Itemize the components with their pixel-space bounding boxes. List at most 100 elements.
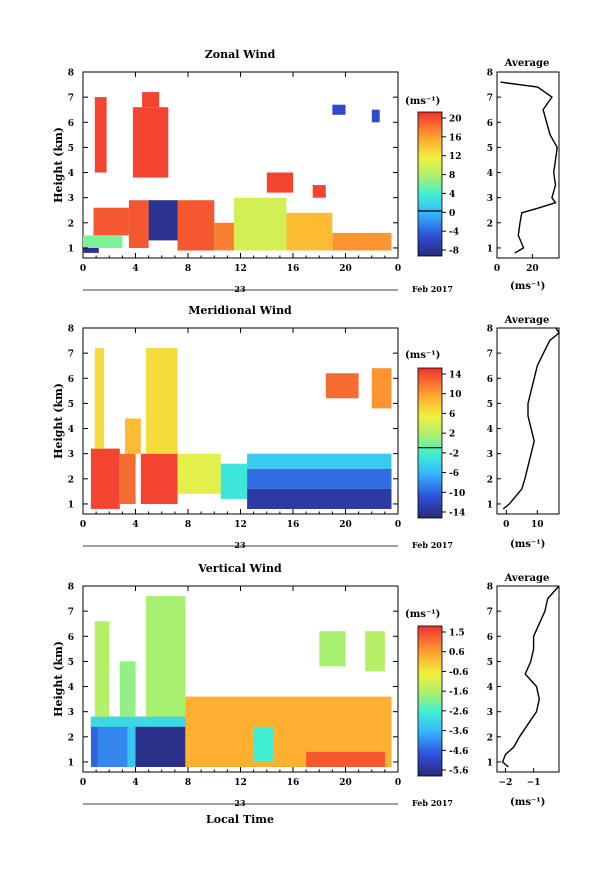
zonal-wind-ylabel: Height (km) [52, 127, 65, 203]
meridional-wind-avg-line [502, 327, 560, 510]
meridional-wind-colorbar-tick-label: -10 [449, 489, 465, 499]
vertical-wind-y-tick-label: 6 [68, 633, 74, 643]
zonal-wind-title: Zonal Wind [205, 48, 276, 61]
zonal-wind-y-tick-label: 7 [68, 94, 74, 104]
vertical-wind-x-tick-label: 0 [395, 778, 401, 788]
zonal-wind-y-tick-label: 2 [68, 219, 74, 229]
meridional-wind-avg-y-tick-label: 6 [487, 375, 493, 385]
zonal-wind-x-tick-label: 12 [234, 264, 247, 274]
meridional-wind-x-tick-label: 4 [132, 520, 138, 530]
zonal-wind-colorbar-tick-label: 12 [449, 152, 462, 162]
meridional-wind-cell [371, 368, 392, 409]
meridional-wind-y-tick-label: 4 [68, 425, 74, 435]
vertical-wind-colorbar-tick-label: -4.6 [449, 747, 468, 757]
zonal-wind-x-tick-label: 16 [287, 264, 300, 274]
meridional-wind-panel: Meridional Wind 0 4 8 12 16 20 0 1 12 23 34 45 56 67… [52, 304, 560, 550]
zonal-wind-colorbar-tick-label: 8 [449, 171, 455, 181]
meridional-wind-title: Meridional Wind [188, 304, 292, 317]
meridional-wind-colorbar-tick-label: 6 [449, 410, 455, 420]
zonal-wind-y-tick-label: 3 [68, 194, 74, 204]
zonal-wind-y-tick-label: 1 [68, 244, 74, 254]
vertical-wind-cell [306, 751, 385, 767]
zonal-wind-y-axis: 1 12 23 34 45 56 67 78 8 [68, 69, 501, 254]
zonal-wind-cell [142, 92, 160, 108]
zonal-wind-cell [233, 197, 287, 251]
vertical-wind-x-tick-label: 4 [132, 778, 138, 788]
vertical-wind-x-tick-label: 0 [80, 778, 86, 788]
zonal-wind-colorbar [417, 111, 443, 257]
vertical-wind-cell [119, 661, 136, 717]
vertical-wind-avg-y-tick-label: 2 [487, 733, 493, 743]
vertical-wind-avg-line [501, 585, 560, 768]
zonal-wind-cell [266, 172, 294, 193]
vertical-wind-cell [90, 716, 99, 767]
meridional-wind-x-tick-label: 0 [395, 520, 401, 530]
meridional-wind-x-tick-label: 20 [339, 520, 352, 530]
vertical-wind-cell [90, 716, 186, 727]
meridional-wind-colorbar [417, 367, 443, 519]
zonal-wind-avg-y-tick-label: 1 [487, 244, 493, 254]
meridional-wind-y-tick-label: 6 [68, 375, 74, 385]
zonal-wind-avg-y-tick-label: 8 [487, 69, 493, 79]
zonal-wind-avg-frame [496, 71, 560, 259]
zonal-wind-day: 23 [234, 284, 246, 294]
zonal-wind-y-tick-label: 8 [68, 69, 74, 79]
zonal-wind-avg-profile: 0 20 [494, 81, 558, 274]
vertical-wind-y-tick-label: 5 [68, 658, 74, 668]
zonal-wind-y-tick-label: 4 [68, 169, 74, 179]
vertical-wind-avg-y-tick-label: 8 [487, 583, 493, 593]
zonal-wind-month: Feb 2017 [412, 284, 453, 294]
zonal-wind-colorbar-tick-label: 4 [449, 190, 455, 200]
zonal-wind-cell [332, 104, 346, 115]
zonal-wind-avg-y-tick-label: 4 [487, 169, 493, 179]
vertical-wind-title: Vertical Wind [197, 562, 282, 575]
zonal-wind-cell [371, 109, 380, 123]
meridional-wind-y-tick-label: 2 [68, 475, 74, 485]
vertical-wind-y-tick-label: 8 [68, 583, 74, 593]
zonal-wind-colorbar-tick-label: 16 [449, 133, 462, 143]
vertical-wind-cell [365, 631, 385, 672]
zonal-wind-avg-y-tick-label: 3 [487, 194, 493, 204]
vertical-wind-colorbar-tick-label: -2.6 [449, 707, 468, 717]
vertical-wind-avg-title: Average [504, 573, 550, 584]
meridional-wind-avg-y-tick-label: 8 [487, 325, 493, 335]
vertical-wind-cell [253, 726, 274, 762]
zonal-wind-avg-title: Average [504, 58, 550, 69]
meridional-wind-y-axis: 1 1 2 2 3 3 4 4 5 5 6 6 7 7 8 8 [68, 325, 501, 510]
meridional-wind-colorbar-tick-label: 10 [449, 390, 462, 400]
vertical-wind-y-tick-label: 2 [68, 733, 74, 743]
meridional-wind-heatmap [90, 348, 392, 509]
zonal-wind-colorbar-tick-label: 20 [449, 115, 462, 125]
vertical-wind-ylabel: Height (km) [52, 641, 65, 717]
meridional-wind-colorbar-tick-label: 2 [449, 430, 455, 440]
zonal-wind-cell [286, 212, 333, 251]
meridional-wind-avg-y-tick-label: 2 [487, 475, 493, 485]
meridional-wind-colorbar-ticks: 14 10 6 2 -2 -6 -10 -14 [418, 371, 465, 519]
vertical-wind-x-tick-label: 12 [234, 778, 247, 788]
vertical-wind-cell [94, 621, 110, 717]
meridional-wind-cell [220, 463, 248, 499]
meridional-wind-x-tick-label: 8 [185, 520, 191, 530]
zonal-wind-avg-y-tick-label: 6 [487, 119, 493, 129]
vertical-wind-x-tick-label: 16 [287, 778, 300, 788]
zonal-wind-avg-line [500, 81, 558, 254]
vertical-wind-avg-frame [496, 585, 560, 773]
zonal-wind-avg-y-tick-label: 2 [487, 219, 493, 229]
meridional-wind-avg-x-tick-label: 10 [531, 520, 544, 530]
zonal-wind-colorbar-tick-label: -8 [449, 247, 459, 257]
vertical-wind-avg-xlabel: (ms⁻¹) [510, 797, 545, 808]
meridional-wind-cell [90, 448, 120, 509]
vertical-wind-x-tick-label: 8 [185, 778, 191, 788]
zonal-wind-unit: (ms⁻¹) [405, 96, 440, 107]
vertical-wind-avg-profile: −2 −1 [499, 585, 560, 788]
meridional-wind-cell [247, 468, 392, 489]
zonal-wind-cell [214, 222, 234, 251]
zonal-wind-cell [128, 200, 149, 248]
vertical-wind-cell [127, 716, 136, 767]
zonal-wind-x-tick-label: 4 [132, 264, 138, 274]
meridional-wind-colorbar-tick-label: 14 [449, 371, 462, 381]
vertical-wind-y-tick-label: 7 [68, 608, 74, 618]
zonal-wind-heatmap [83, 92, 392, 253]
meridional-wind-y-tick-label: 1 [68, 500, 74, 510]
